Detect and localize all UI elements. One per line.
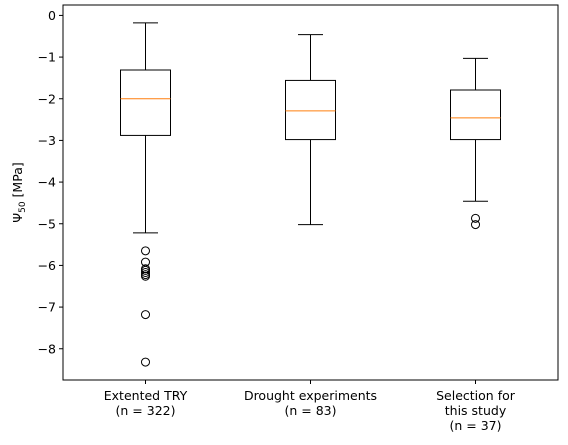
y-axis-label-unit: [MPa] <box>10 162 25 201</box>
iqr-box <box>285 79 336 141</box>
x-tick-label: (n = 37) <box>449 418 501 433</box>
y-tick-label: −8 <box>38 341 56 356</box>
y-axis: 0 −1 −2 −3 −4 −5 −6 −7 −8 <box>38 8 63 356</box>
box-group <box>285 34 336 226</box>
x-tick-label: Selection for <box>436 388 516 403</box>
plot-frame <box>62 4 559 381</box>
y-axis-label: Ψ50 [MPa] <box>10 162 28 222</box>
x-axis: Extented TRY(n = 322) Drought experiments… <box>104 380 516 433</box>
y-tick-label: −3 <box>38 133 56 148</box>
y-axis-label-base: Ψ <box>10 213 25 223</box>
outlier-point <box>141 271 150 281</box>
outlier-point <box>471 213 480 223</box>
x-tick-label: Extented TRY <box>104 388 188 403</box>
outlier-point <box>471 220 480 230</box>
box-group <box>120 22 171 367</box>
y-tick-label: −1 <box>38 50 56 65</box>
outlier-point <box>141 246 150 256</box>
x-tick-label: this study <box>445 403 507 418</box>
outlier-point <box>141 357 150 367</box>
y-tick-label: −5 <box>38 216 56 231</box>
x-tick-label: (n = 322) <box>116 403 176 418</box>
y-tick-label: −7 <box>38 300 56 315</box>
outlier-point <box>141 268 150 277</box>
x-tick-label: (n = 83) <box>284 403 336 418</box>
outlier-point <box>141 310 150 320</box>
y-tick-label: −2 <box>38 91 56 106</box>
y-tick-label: −4 <box>38 175 56 190</box>
y-tick-label: 0 <box>48 8 56 23</box>
y-tick-label: −6 <box>38 258 56 273</box>
outlier-point <box>141 265 150 275</box>
iqr-box <box>450 89 501 141</box>
y-axis-label-subscript: 50 <box>18 201 28 213</box>
iqr-box <box>120 69 171 136</box>
x-tick-label: Drought experiments <box>244 388 377 403</box>
boxes <box>120 22 501 367</box>
box-group <box>450 57 501 230</box>
